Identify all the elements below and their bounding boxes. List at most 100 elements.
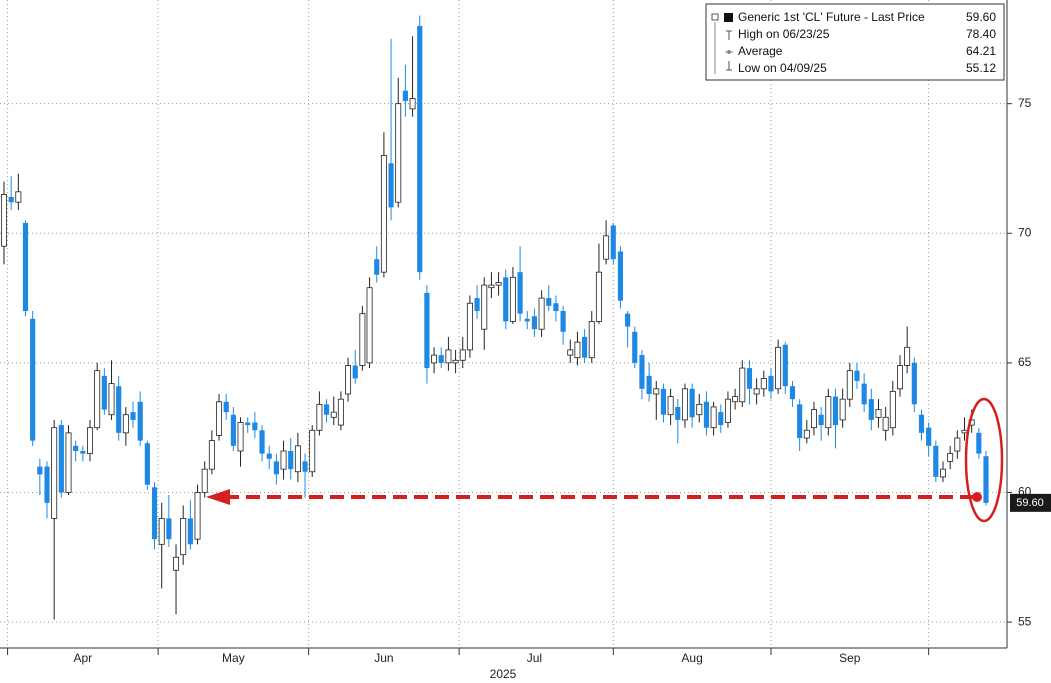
candle-body [208,440,215,470]
candle-body [760,378,767,390]
legend-value: 59.60 [966,10,996,24]
legend-label: High on 06/23/25 [738,27,830,41]
candle-body [517,272,523,314]
candle-body [266,453,272,459]
candle-body [961,429,968,434]
arrow-dot [972,492,982,502]
candle-body [80,451,86,454]
candle-body [158,518,165,545]
candle-body [22,222,29,312]
candle-body [538,297,545,330]
candle-body [144,443,150,485]
candle-body [617,251,624,301]
candle-body [897,365,903,390]
candle-body [595,271,602,322]
candle-body [768,375,774,392]
candle-body [495,282,502,286]
candle-body [173,556,180,571]
candle-body [87,427,93,454]
candle-body [459,349,466,361]
candle-body [825,396,832,429]
candle-body [388,163,394,208]
candle-body [846,370,853,400]
candle-body [524,318,530,322]
candle-body [488,284,495,289]
candle-body [904,346,911,366]
candle-body [417,25,423,273]
candle-body [424,292,430,369]
legend-label: Low on 04/09/25 [738,61,827,75]
candle-body [675,406,681,420]
candle-body [875,409,882,418]
candle-body [588,321,595,359]
candle-body [44,466,50,503]
candle-body [947,453,954,462]
candle-body [639,355,645,389]
candle-body [689,388,695,418]
candle-body [51,427,58,519]
candle-body [1,193,7,247]
candle-body [603,235,610,260]
legend-icon [727,50,731,54]
candle-body [259,430,265,454]
candle-body [832,396,839,426]
candle-body [445,349,452,364]
candle-body [926,427,932,446]
candle-body [122,414,129,434]
candle-body [546,298,552,306]
legend-value: 78.40 [966,27,996,41]
candle-body [187,518,193,545]
candle-body [696,403,703,416]
x-tick-label: Sep [839,651,861,665]
candle-body [352,365,358,379]
candle-body [359,313,366,366]
candle-body [553,303,559,312]
legend-value: 64.21 [966,44,996,58]
candle-body [625,313,631,327]
y-tick-label: 70 [1018,225,1032,239]
y-tick-label: 75 [1018,96,1032,110]
legend-icon [711,13,719,21]
candle-body [302,461,308,472]
candle-body [108,383,115,416]
candle-body [954,437,961,452]
legend-box [705,3,1005,81]
grid [0,0,1007,648]
candle-body [610,225,616,260]
candle-body [380,155,387,273]
x-tick-label: May [222,651,245,665]
x-axis-label: 2025 [490,667,517,681]
candle-body [130,412,136,420]
candle-body [889,390,896,429]
candle-body [201,468,208,493]
candle-body [789,386,796,400]
candle-body [37,466,43,475]
candle-body [503,277,509,322]
candle-body [166,518,172,540]
candle-body [316,403,323,431]
candle-body [560,311,566,332]
candle-body [438,355,444,363]
candle-body [431,354,438,364]
candle-body [732,396,739,403]
candle-body [582,336,588,358]
candle-body [466,302,473,351]
candle-body [646,375,652,394]
candle-body [294,445,301,473]
x-tick-label: Apr [74,651,93,665]
candle-body [366,287,373,364]
candle-body [474,298,480,312]
candle-body [567,349,574,356]
candle-body [116,386,122,433]
candle-body [345,365,352,395]
candle-body [854,370,860,382]
candle-body [868,399,874,420]
candle-body [653,388,660,395]
candle-body [753,388,760,395]
candle-body [309,429,316,473]
candle-body [739,367,746,403]
candle-body [797,404,803,439]
candle-body [861,383,867,405]
